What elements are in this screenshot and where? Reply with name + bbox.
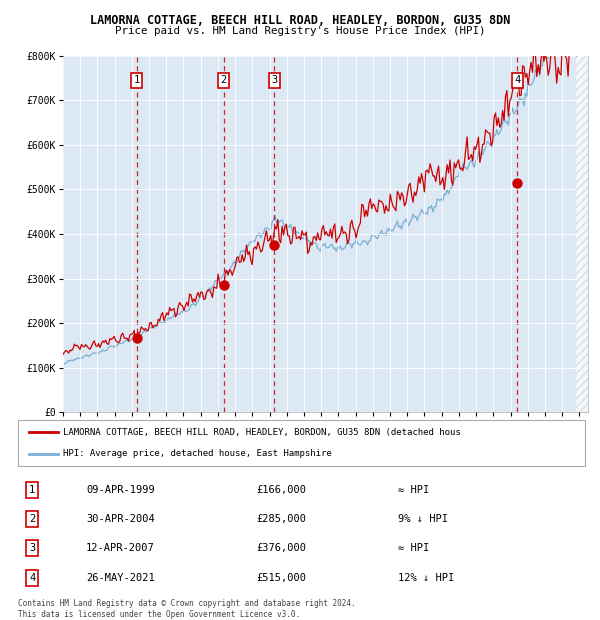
- Text: 30-APR-2004: 30-APR-2004: [86, 514, 155, 524]
- Text: £166,000: £166,000: [256, 485, 306, 495]
- Text: Contains HM Land Registry data © Crown copyright and database right 2024.
This d: Contains HM Land Registry data © Crown c…: [18, 600, 356, 619]
- Text: 09-APR-1999: 09-APR-1999: [86, 485, 155, 495]
- Text: 9% ↓ HPI: 9% ↓ HPI: [398, 514, 448, 524]
- Text: 4: 4: [29, 574, 35, 583]
- Text: £376,000: £376,000: [256, 543, 306, 553]
- FancyBboxPatch shape: [18, 420, 585, 466]
- Polygon shape: [576, 56, 588, 412]
- Text: HPI: Average price, detached house, East Hampshire: HPI: Average price, detached house, East…: [64, 449, 332, 458]
- Text: 1: 1: [133, 75, 140, 86]
- Text: 4: 4: [514, 75, 520, 86]
- Text: LAMORNA COTTAGE, BEECH HILL ROAD, HEADLEY, BORDON, GU35 8DN: LAMORNA COTTAGE, BEECH HILL ROAD, HEADLE…: [90, 14, 510, 27]
- Text: £285,000: £285,000: [256, 514, 306, 524]
- Text: Price paid vs. HM Land Registry's House Price Index (HPI): Price paid vs. HM Land Registry's House …: [115, 26, 485, 36]
- Text: LAMORNA COTTAGE, BEECH HILL ROAD, HEADLEY, BORDON, GU35 8DN (detached hous: LAMORNA COTTAGE, BEECH HILL ROAD, HEADLE…: [64, 428, 461, 437]
- Text: 12-APR-2007: 12-APR-2007: [86, 543, 155, 553]
- Text: £515,000: £515,000: [256, 574, 306, 583]
- Text: 3: 3: [29, 543, 35, 553]
- Text: 2: 2: [29, 514, 35, 524]
- Text: 2: 2: [220, 75, 227, 86]
- Text: 26-MAY-2021: 26-MAY-2021: [86, 574, 155, 583]
- Text: ≈ HPI: ≈ HPI: [398, 543, 429, 553]
- Text: 1: 1: [29, 485, 35, 495]
- Text: ≈ HPI: ≈ HPI: [398, 485, 429, 495]
- Text: 3: 3: [271, 75, 277, 86]
- Text: 12% ↓ HPI: 12% ↓ HPI: [398, 574, 454, 583]
